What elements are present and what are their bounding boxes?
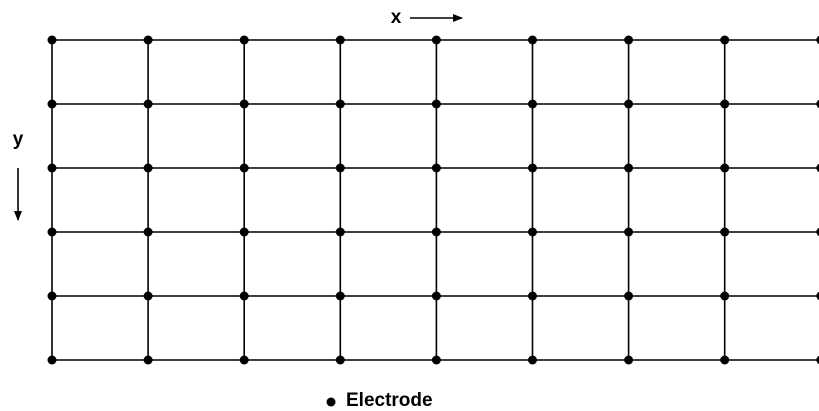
electrode [624, 35, 634, 45]
electrode [624, 355, 634, 365]
electrode [335, 35, 345, 45]
electrode [720, 291, 730, 301]
electrode [528, 355, 537, 365]
electrode [143, 355, 153, 365]
electrode [720, 99, 730, 109]
legend-dot [326, 397, 336, 407]
electrode [239, 291, 249, 301]
electrode [143, 35, 153, 45]
electrode [431, 163, 441, 173]
electrode [47, 227, 57, 237]
electrode [47, 99, 57, 109]
electrode [624, 99, 634, 109]
electrode [47, 35, 57, 45]
electrode [239, 227, 249, 237]
electrode [431, 227, 441, 237]
electrode [528, 35, 537, 45]
electrode [431, 355, 441, 365]
electrode [528, 291, 537, 301]
y-axis-label: y [13, 129, 24, 150]
electrode [720, 355, 730, 365]
electrode [720, 227, 730, 237]
electrode [143, 227, 153, 237]
legend-label: Electrode [346, 390, 433, 411]
electrode [143, 291, 153, 301]
electrode [335, 163, 345, 173]
electrode [624, 163, 634, 173]
electrode [335, 99, 345, 109]
electrode [528, 163, 537, 173]
electrode [624, 291, 634, 301]
electrode [239, 355, 249, 365]
electrode [528, 99, 537, 109]
electrode [47, 355, 57, 365]
electrode [47, 291, 57, 301]
electrode [47, 163, 57, 173]
electrode [335, 227, 345, 237]
electrode [528, 227, 537, 237]
x-axis-label: x [391, 7, 402, 28]
electrode [720, 35, 730, 45]
electrode [816, 99, 819, 109]
electrode [335, 355, 345, 365]
electrode [431, 99, 441, 109]
electrode [816, 355, 819, 365]
grid [47, 35, 819, 365]
electrode [143, 163, 153, 173]
electrode [720, 163, 730, 173]
electrode [239, 99, 249, 109]
electrode [431, 35, 441, 45]
electrode [816, 291, 819, 301]
electrode [239, 163, 249, 173]
electrode [816, 35, 819, 45]
electrode [816, 163, 819, 173]
electrode [431, 291, 441, 301]
electrode [239, 35, 249, 45]
electrode [816, 227, 819, 237]
electrode [624, 227, 634, 237]
electrode [335, 291, 345, 301]
electrode [143, 99, 153, 109]
